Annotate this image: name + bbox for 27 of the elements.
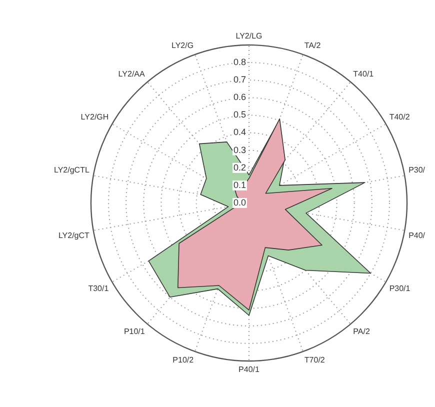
spoke-label: LY2/G	[171, 41, 194, 50]
spoke-label: LY2/AA	[118, 69, 146, 78]
spoke-label: LY2/LG	[236, 31, 262, 40]
y-tick-label: 0.0	[233, 197, 246, 208]
spoke-label: LY2/gCT	[58, 231, 90, 240]
spoke-label: P30/1	[389, 284, 411, 294]
spoke-label: T40/2	[389, 112, 410, 122]
spoke-label: T30/1	[88, 284, 110, 294]
y-tick-label: 0.7	[233, 74, 246, 85]
spoke-label: P10/2	[172, 355, 194, 364]
spoke-label: T40/1	[353, 69, 374, 78]
spoke-label: PA/2	[353, 327, 370, 336]
y-tick-label: 0.2	[233, 162, 246, 172]
y-tick-label: 0.6	[233, 92, 246, 102]
spoke-label: LY2/GH	[80, 112, 109, 122]
y-tick-label: 0.5	[233, 110, 246, 120]
spoke-label: P30/	[408, 165, 426, 174]
spoke-label: P40/	[408, 231, 426, 240]
y-tick-label: 0.4	[233, 127, 246, 138]
spoke-label: P40/1	[238, 365, 260, 374]
y-tick-label: 0.3	[233, 144, 246, 155]
y-tick-label: 0.1	[233, 180, 246, 190]
y-tick-label: 0.8	[233, 57, 246, 68]
spoke-label: T70/2	[304, 355, 326, 364]
spoke-label: TA/2	[304, 41, 322, 50]
spoke-label: LY2/gCTL	[54, 165, 90, 174]
spoke-label: P10/1	[124, 327, 146, 336]
